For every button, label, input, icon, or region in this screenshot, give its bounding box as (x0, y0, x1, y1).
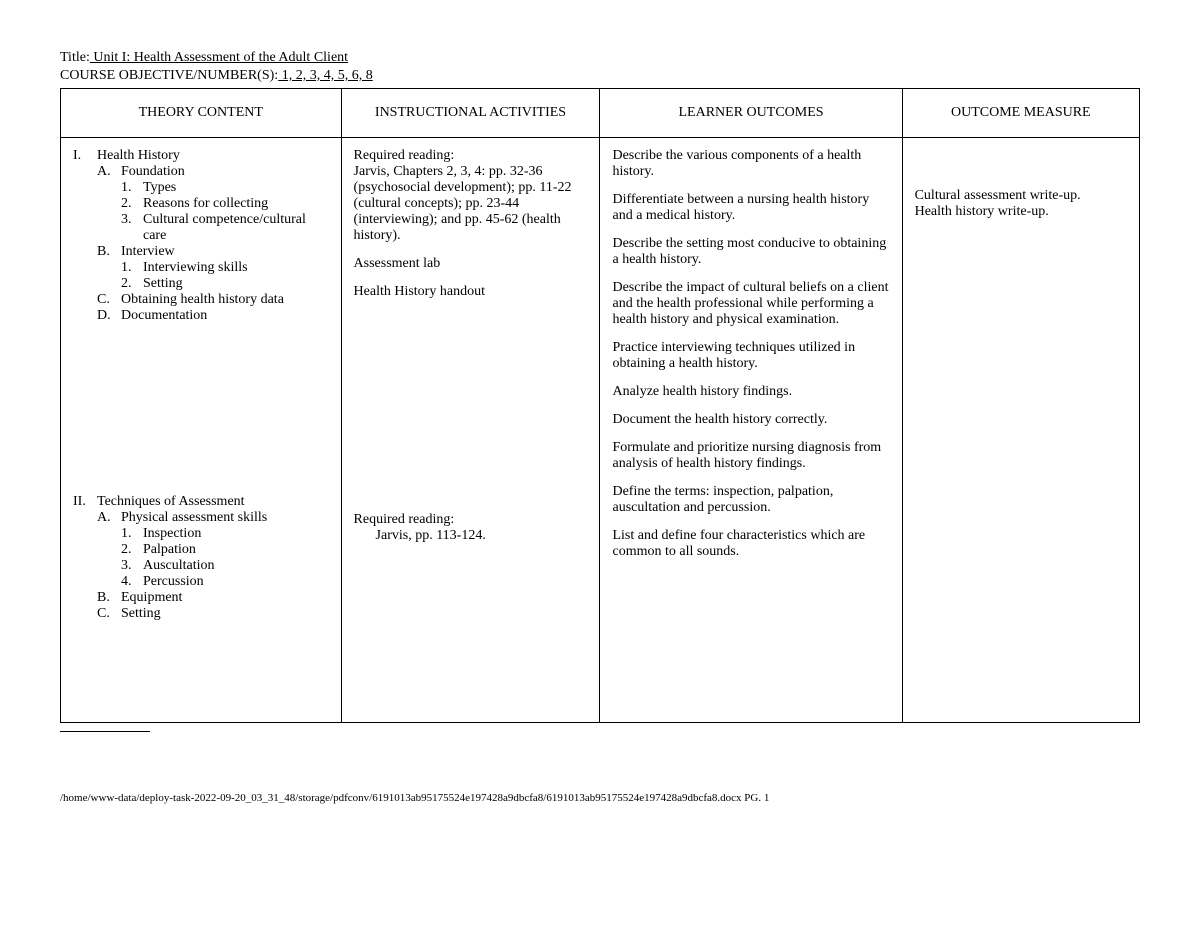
course-line: COURSE OBJECTIVE/NUMBER(S): 1, 2, 3, 4, … (60, 68, 1140, 84)
outline-i-a-1: 1.Types (73, 180, 329, 196)
outcome-6: Analyze health history findings. (612, 384, 889, 400)
title-label: Title: (60, 50, 90, 65)
health-history-handout: Health History handout (354, 284, 588, 300)
outcome-10: List and define four characteristics whi… (612, 528, 889, 560)
outline-i-a-3: 3.Cultural competence/cultural care (73, 212, 329, 244)
outline-i: I.Health History (73, 148, 329, 164)
col-header-outcomes: LEARNER OUTCOMES (600, 89, 902, 138)
title-value: Unit I: Health Assessment of the Adult C… (90, 50, 348, 65)
outcome-4: Describe the impact of cultural beliefs … (612, 280, 889, 328)
col-header-activities: INSTRUCTIONAL ACTIVITIES (341, 89, 600, 138)
outcome-5: Practice interviewing techniques utilize… (612, 340, 889, 372)
table-row: I.Health History A.Foundation 1.Types 2.… (61, 138, 1140, 723)
cell-measure: Cultural assessment write-up. Health his… (902, 138, 1139, 723)
outline-i-a-2: 2.Reasons for collecting (73, 196, 329, 212)
outline-ii-a: A.Physical assessment skills (73, 510, 329, 526)
footnote-rule (60, 731, 150, 732)
table-header-row: THEORY CONTENT INSTRUCTIONAL ACTIVITIES … (61, 89, 1140, 138)
outcome-3: Describe the setting most conducive to o… (612, 236, 889, 268)
footer-path: /home/www-data/deploy-task-2022-09-20_03… (60, 792, 1140, 804)
outline-i-b-1: 1.Interviewing skills (73, 260, 329, 276)
cell-outcomes: Describe the various components of a hea… (600, 138, 902, 723)
outcome-9: Define the terms: inspection, palpation,… (612, 484, 889, 516)
outcome-8: Formulate and prioritize nursing diagnos… (612, 440, 889, 472)
col-header-measure: OUTCOME MEASURE (902, 89, 1139, 138)
outline-ii-a-3: 3.Auscultation (73, 558, 329, 574)
cell-activities: Required reading: Jarvis, Chapters 2, 3,… (341, 138, 600, 723)
outline-i-b: B.Interview (73, 244, 329, 260)
outline-i-c: C.Obtaining health history data (73, 292, 329, 308)
outcome-2: Differentiate between a nursing health h… (612, 192, 889, 224)
outline-i-d: D.Documentation (73, 308, 329, 324)
course-value: 1, 2, 3, 4, 5, 6, 8 (278, 68, 373, 83)
measure-2: Health history write-up. (915, 204, 1127, 220)
outcome-1: Describe the various components of a hea… (612, 148, 889, 180)
outcome-7: Document the health history correctly. (612, 412, 889, 428)
required-reading-2-label: Required reading: (354, 512, 588, 528)
outline-ii-a-4: 4.Percussion (73, 574, 329, 590)
outline-i-b-2: 2.Setting (73, 276, 329, 292)
outline-i-a: A.Foundation (73, 164, 329, 180)
course-label: COURSE OBJECTIVE/NUMBER(S): (60, 68, 278, 83)
required-reading-2-body: Jarvis, pp. 113-124. (354, 528, 588, 544)
required-reading-1-body: Jarvis, Chapters 2, 3, 4: pp. 32-36 (psy… (354, 164, 588, 244)
outline-ii-a-2: 2.Palpation (73, 542, 329, 558)
outline-ii: II.Techniques of Assessment (73, 494, 329, 510)
syllabus-table: THEORY CONTENT INSTRUCTIONAL ACTIVITIES … (60, 88, 1140, 723)
col-header-theory: THEORY CONTENT (61, 89, 342, 138)
outline-ii-b: B.Equipment (73, 590, 329, 606)
title-line: Title: Unit I: Health Assessment of the … (60, 50, 1140, 66)
outline-ii-a-1: 1.Inspection (73, 526, 329, 542)
assessment-lab: Assessment lab (354, 256, 588, 272)
required-reading-1-label: Required reading: (354, 148, 588, 164)
measure-1: Cultural assessment write-up. (915, 188, 1127, 204)
outline-ii-c: C.Setting (73, 606, 329, 622)
cell-theory: I.Health History A.Foundation 1.Types 2.… (61, 138, 342, 723)
